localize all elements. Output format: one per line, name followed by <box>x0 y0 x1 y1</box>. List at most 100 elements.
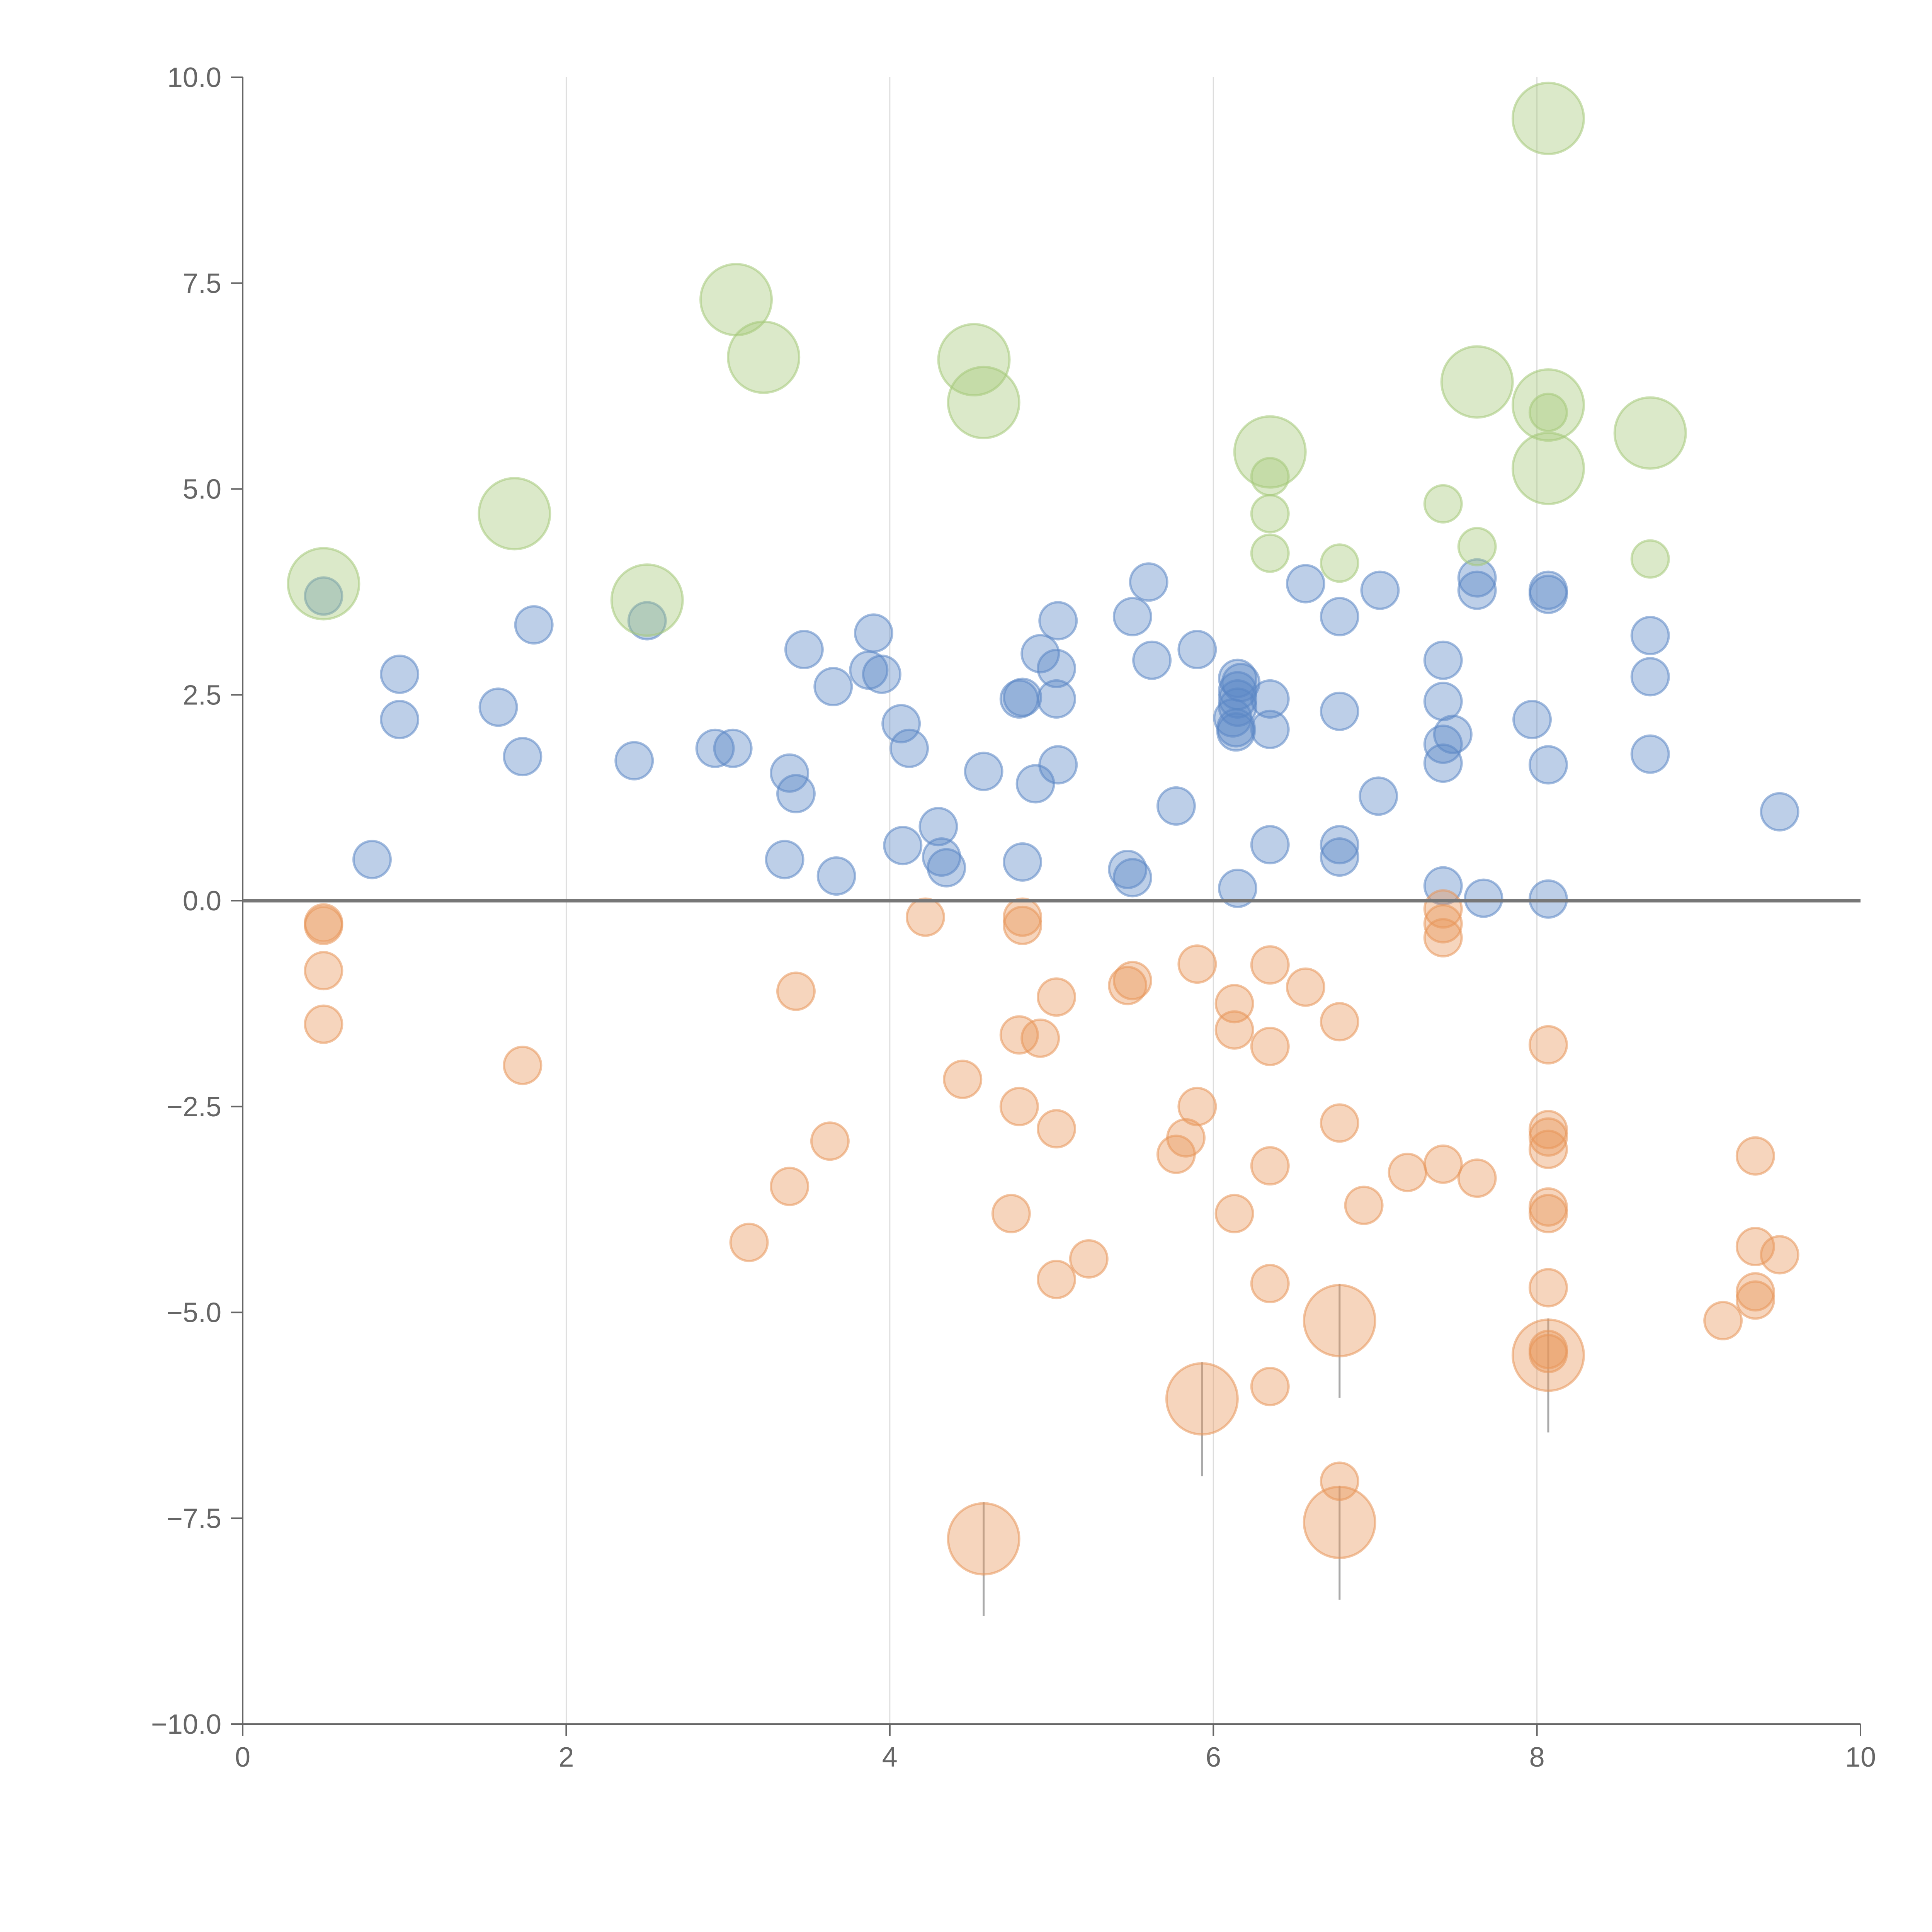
bubble-negative <box>1003 897 1043 937</box>
bubble-negative <box>1344 1185 1384 1225</box>
bubble-negative <box>999 1015 1039 1055</box>
bubble-large-top <box>947 366 1020 439</box>
x-tick-label: 4 <box>882 1742 898 1773</box>
bubble-large-top <box>610 563 684 637</box>
bubble-negative <box>943 1060 983 1099</box>
bubble-negative <box>1735 1227 1775 1267</box>
x-tick-label: 8 <box>1529 1742 1545 1773</box>
bubble-positive <box>1528 575 1568 614</box>
y-tick-label: −7.5 <box>167 1503 221 1534</box>
bubble-top <box>1528 393 1568 432</box>
bubble-positive <box>883 826 923 866</box>
bubble-negative <box>1214 1010 1254 1050</box>
bubble-positive <box>1760 792 1799 832</box>
bubble-negative <box>1457 1158 1497 1198</box>
x-tick-label: 10 <box>1845 1742 1876 1773</box>
bubble-negative <box>1003 905 1043 945</box>
bubble-large-top <box>727 320 801 394</box>
bubble-large-negative <box>1165 1362 1239 1436</box>
bubble-positive <box>1037 679 1077 719</box>
bubble-positive <box>922 837 961 877</box>
y-tick-label: 7.5 <box>183 268 221 299</box>
x-tick-label: 6 <box>1206 1742 1221 1773</box>
bubble-large-top <box>1511 368 1585 442</box>
bubble-negative <box>1250 1367 1290 1406</box>
bubble-positive <box>380 654 420 694</box>
bubble-negative <box>1037 977 1077 1017</box>
x-tick-label: 2 <box>558 1742 574 1773</box>
bubble-positive <box>1528 745 1568 785</box>
bubble-positive <box>1423 682 1463 721</box>
y-tick-label: 0.0 <box>183 886 221 917</box>
series-negative <box>304 889 1799 1576</box>
bubble-positive <box>1038 745 1078 785</box>
bubble-negative <box>1423 904 1463 944</box>
bubble-positive <box>881 704 921 743</box>
bubble-negative <box>304 1004 344 1044</box>
bubble-large-negative <box>947 1502 1020 1576</box>
bubble-negative <box>1735 1136 1775 1176</box>
bubble-negative <box>304 951 344 991</box>
bubble-negative <box>991 1194 1031 1233</box>
bubble-positive <box>1630 616 1670 655</box>
leader-layer <box>983 1284 1549 1616</box>
bubble-negative <box>1250 945 1290 985</box>
bubble-positive <box>1250 679 1290 719</box>
x-tick-label: 0 <box>235 1742 250 1773</box>
bubble-positive <box>1218 687 1258 727</box>
bubble-positive <box>1320 597 1359 636</box>
bubble-large-top <box>1511 82 1585 155</box>
bubble-large-top <box>1511 432 1585 505</box>
bubble-negative <box>729 1223 769 1262</box>
bubble-positive <box>614 741 654 781</box>
bubble-positive <box>1320 837 1359 877</box>
bubble-positive <box>1020 634 1060 673</box>
bubble-negative <box>1286 967 1325 1007</box>
bubble-large-top <box>1440 345 1514 419</box>
bubble-positive <box>1512 700 1552 740</box>
bubble-positive <box>1630 657 1670 697</box>
bubble-negative <box>1108 966 1148 1005</box>
bubble-negative <box>1037 1109 1077 1149</box>
bubble-negative <box>1388 1153 1427 1192</box>
bubble-positive <box>503 737 543 777</box>
bubble-negative <box>1177 944 1217 984</box>
bubble-positive <box>380 700 420 740</box>
bubble-negative <box>1250 1027 1290 1066</box>
bubble-positive <box>918 807 958 847</box>
bubble-positive <box>1037 649 1077 689</box>
bubble-positive <box>1218 679 1258 719</box>
bubble-positive <box>1630 734 1670 774</box>
bubble-negative <box>1069 1239 1109 1279</box>
bubble-negative <box>905 897 945 937</box>
bubble-positive <box>352 840 392 879</box>
bubble-negative <box>1214 1194 1254 1233</box>
y-tick-label: 5.0 <box>183 474 221 505</box>
bubble-positive <box>813 667 853 706</box>
bubble-positive <box>627 601 667 641</box>
bubble-positive <box>1457 558 1497 598</box>
bubble-positive <box>1132 640 1172 680</box>
bubble-positive <box>478 687 518 727</box>
bubble-large-top <box>1613 396 1687 470</box>
bubble-negative <box>1423 1144 1463 1184</box>
bubble-top <box>1250 457 1290 497</box>
bubble-positive <box>1038 601 1078 641</box>
bubble-negative <box>503 1046 543 1085</box>
bubble-positive <box>1464 878 1503 918</box>
bubble-positive <box>765 840 804 879</box>
bubble-negative <box>810 1121 850 1161</box>
bubble-positive <box>1320 691 1359 731</box>
bubble-large-top <box>937 323 1011 396</box>
bubble-positive <box>1112 597 1152 636</box>
bubble-positive <box>1360 570 1400 610</box>
bubble-negative <box>1760 1235 1799 1275</box>
bubble-negative <box>770 1167 810 1206</box>
y-tick-label: 2.5 <box>183 680 221 711</box>
bubble-negative <box>1528 1129 1568 1169</box>
series-layer <box>287 82 1799 1576</box>
bubble-positive <box>816 856 856 896</box>
bubble-negative <box>1320 1002 1359 1042</box>
bubble-positive <box>713 728 753 768</box>
